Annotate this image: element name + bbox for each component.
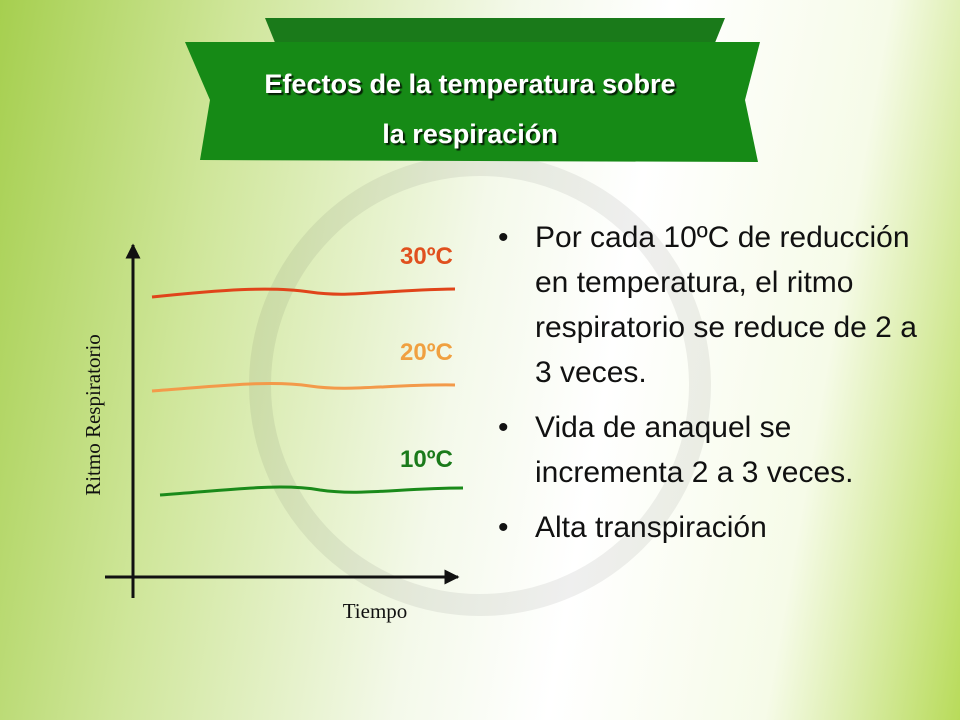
bullet: Vida de anaquel se incrementa 2 a 3 vece…	[498, 405, 918, 495]
curve-20	[151, 381, 456, 393]
curve-30	[151, 287, 456, 299]
curve-label: 30ºC	[400, 243, 453, 270]
banner	[185, 42, 760, 162]
title-line: Efectos de la temperatura sobre	[264, 69, 675, 99]
bullet: Por cada 10ºC de reducción en temperatur…	[498, 215, 918, 395]
curve-label: 20ºC	[400, 339, 453, 366]
y-axis-label: Ritmo Respiratorio	[81, 334, 105, 496]
x-axis-label: Tiempo	[343, 599, 408, 623]
title-line: la respiración	[382, 119, 558, 149]
curve-label: 10ºC	[400, 446, 453, 473]
bullet: Alta transpiración	[498, 505, 918, 550]
bullet-list: Por cada 10ºC de reducción en temperatur…	[498, 215, 918, 560]
curve-10	[159, 485, 464, 497]
